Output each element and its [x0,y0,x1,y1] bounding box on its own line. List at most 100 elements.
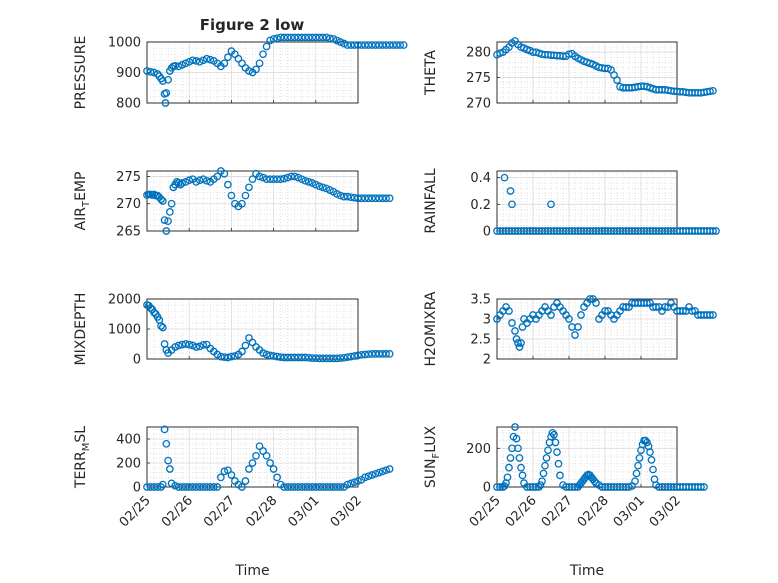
data-point [143,67,151,75]
data-point [213,172,222,181]
data-point [382,194,390,203]
data-point [238,199,246,208]
data-point [315,182,324,191]
data-point [326,34,334,43]
data-point [318,183,327,192]
data-point [343,192,352,201]
data-point [336,38,345,46]
data-point [269,465,278,473]
data-point [508,200,516,209]
y-tick-label: 0 [483,481,491,496]
data-point [248,175,257,184]
data-point [185,176,194,185]
data-point [266,459,274,467]
data-point [162,439,171,448]
data-point [343,480,352,489]
data-point [641,436,650,445]
data-point [224,353,232,362]
y-axis-title-subscript: M [81,443,92,452]
data-point [647,456,656,464]
axes-box [146,426,359,488]
data-point [195,57,204,66]
data-point [547,200,555,209]
y-tick-label: 270 [116,197,141,212]
x-axis-title: Time [234,563,269,579]
y-tick-label: 0.2 [470,198,491,213]
data-point [202,54,211,63]
data-point [241,341,250,350]
data-point [646,448,654,457]
data-point [518,471,527,480]
data-point [399,41,408,49]
data-series [143,167,394,235]
data-point [160,425,169,434]
y-tick-label: 2000 [108,293,141,308]
grid [497,171,677,231]
data-point [697,483,705,491]
y-tick-label: 400 [116,433,141,448]
data-point [538,477,546,486]
subplot-pressure: 800 900 1000 PRESSURE [73,33,408,112]
data-point [556,471,564,480]
data-point [592,299,600,307]
data-point [185,57,194,66]
y-tick-label: 900 [116,66,141,81]
data-point [385,194,394,203]
y-axis-title-subscript: F [431,453,442,459]
data-point [157,322,165,330]
data-point [514,444,522,453]
y-tick-label: 0 [133,481,141,496]
data-series [493,423,708,491]
data-point [506,187,515,195]
y-tick-label: 800 [116,97,141,112]
data-point [227,352,236,361]
data-point [174,62,183,71]
data-point [571,483,579,491]
data-point [241,191,250,200]
y-tick-label: 1000 [108,36,141,51]
data-point [181,340,190,348]
data-point [273,175,281,184]
data-point [632,469,641,478]
data-point [262,451,271,460]
data-point [500,173,509,182]
data-point [706,311,714,319]
data-point [259,447,267,455]
data-point [318,33,327,42]
data-point [350,193,359,202]
data-point [577,311,585,319]
data-point [712,227,720,235]
data-point [336,483,345,491]
data-point [259,349,267,357]
data-point [396,41,405,49]
data-point [634,461,642,470]
data-point [150,68,158,77]
data-point [590,477,599,486]
data-point [220,59,229,68]
grid [147,427,358,487]
y-axis-title: THETA [423,50,439,96]
data-point [496,483,504,491]
data-point [679,307,687,315]
data-point [199,341,208,349]
data-point [171,61,179,70]
data-point [506,454,515,462]
data-point [301,176,310,185]
data-point [192,343,201,351]
data-point [146,68,155,76]
data-point [601,307,609,315]
data-point [518,323,527,331]
data-point [245,183,253,192]
data-point [245,465,253,473]
data-point [371,469,380,478]
y-axis-title: H2OMIXRA [423,291,439,366]
data-point [161,99,170,107]
data-point [195,176,204,185]
data-series [493,295,717,351]
data-point [192,57,201,65]
data-point [354,351,362,360]
data-point [167,199,176,208]
data-point [248,459,257,467]
data-point [706,87,714,96]
